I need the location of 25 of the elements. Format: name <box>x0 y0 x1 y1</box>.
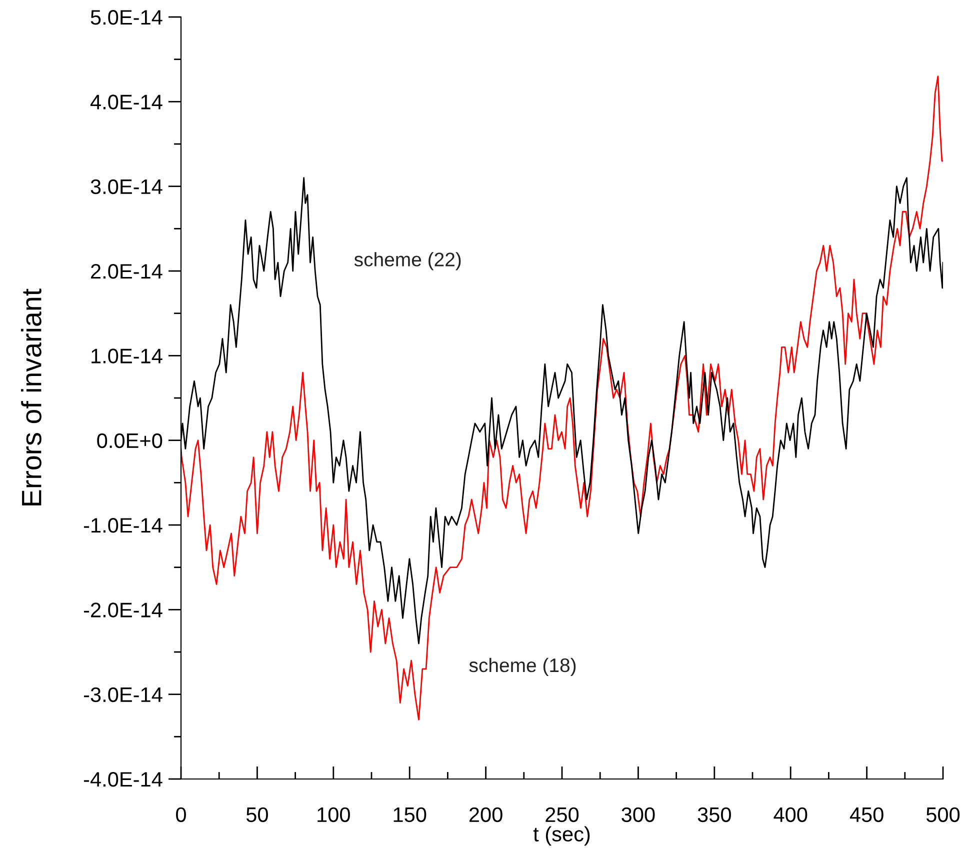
x-tick-label: 350 <box>698 807 731 822</box>
x-tick-label: 50 <box>246 807 268 822</box>
y-tick-label: -4.0E-14 <box>84 772 162 787</box>
x-tick-label: 500 <box>926 807 960 822</box>
x-tick-label: 100 <box>318 807 350 822</box>
y-tick-label: 0.0E+0 <box>97 433 162 448</box>
y-tick-label: 4.0E-14 <box>90 94 162 110</box>
x-tick-label: 300 <box>622 807 655 822</box>
x-tick-label: 250 <box>546 807 579 822</box>
x-axis-title: t (sec) <box>533 826 590 846</box>
y-tick-label: -3.0E-14 <box>84 687 162 702</box>
x-tick-label: 0 <box>176 807 186 822</box>
x-tick-label: 400 <box>774 807 808 822</box>
x-tick-label: 150 <box>394 807 426 822</box>
y-tick-label: 1.0E-14 <box>92 348 162 364</box>
x-tick-label: 200 <box>469 807 502 822</box>
y-axis-title: Errors of invariant <box>21 288 42 506</box>
y-tick-label: -1.0E-14 <box>84 518 162 533</box>
y-tick-label: -2.0E-14 <box>84 602 162 618</box>
x-tick-label: 450 <box>850 807 884 822</box>
text: scheme (22) <box>354 252 461 270</box>
text: scheme (18) <box>469 658 576 676</box>
y-tick-label: 3.0E-14 <box>90 179 162 194</box>
y-tick-label: 5.0E-14 <box>90 10 162 25</box>
y-tick-label: 2.0E-14 <box>91 264 162 279</box>
